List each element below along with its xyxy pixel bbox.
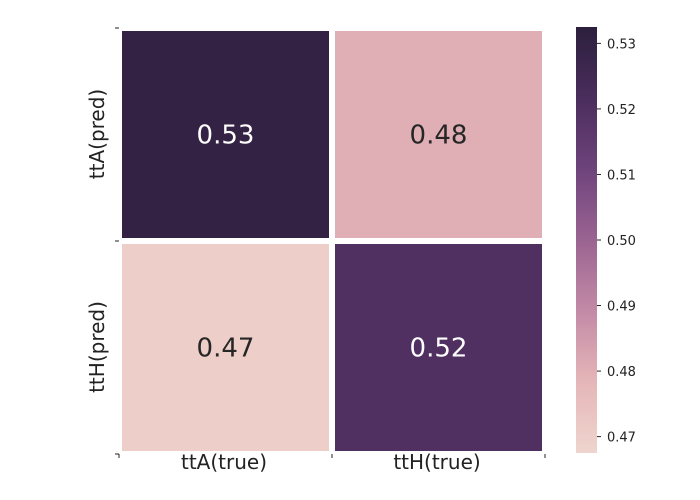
heatmap-cell [335,244,542,451]
heatmap-cells: 0.53 0.48 0.47 0.52 [122,31,542,451]
cell-value-label: 0.48 [410,121,468,151]
colorbar-tick-label: 0.52 [607,103,636,118]
colorbar-tick-label: 0.53 [607,37,636,52]
cell-value-label: 0.52 [410,334,468,364]
heatmap-cell [335,31,542,238]
colorbar-tick-label: 0.49 [607,300,636,315]
colorbar-tick-label: 0.51 [607,168,636,183]
heatmap-cell [122,31,329,238]
cell-value-label: 0.53 [197,121,255,151]
y-tick-label-tta-pred: ttA(pred) [85,89,109,179]
axis-ticks [115,27,546,458]
colorbar-tick-label: 0.48 [607,365,636,380]
heatmap-cell [122,244,329,451]
cell-value-label: 0.47 [197,334,255,364]
y-tick-label-tth-pred: ttH(pred) [85,301,109,393]
colorbar-tick-label: 0.47 [607,431,636,446]
colorbar [576,27,597,453]
colorbar-tick-label: 0.50 [607,234,636,249]
x-tick-label-tta-true: ttA(true) [181,450,267,474]
x-tick-label-tth-true: ttH(true) [393,450,480,474]
colorbar-ticks: 0.47 0.48 0.49 0.50 0.51 0.52 0.53 [597,37,636,446]
